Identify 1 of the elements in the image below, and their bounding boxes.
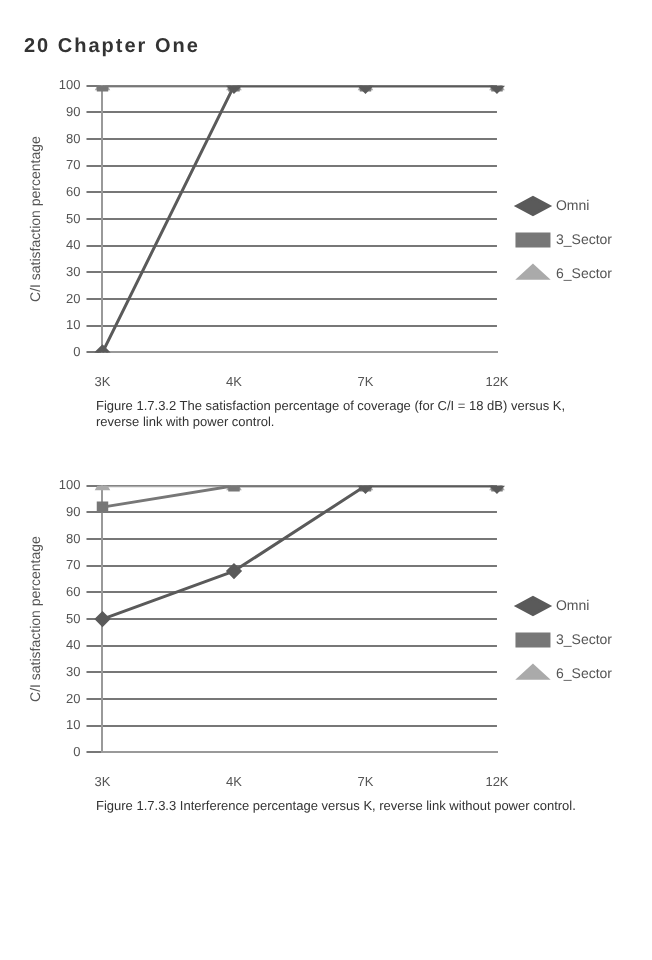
text: 20 Chapter One [24,36,200,58]
